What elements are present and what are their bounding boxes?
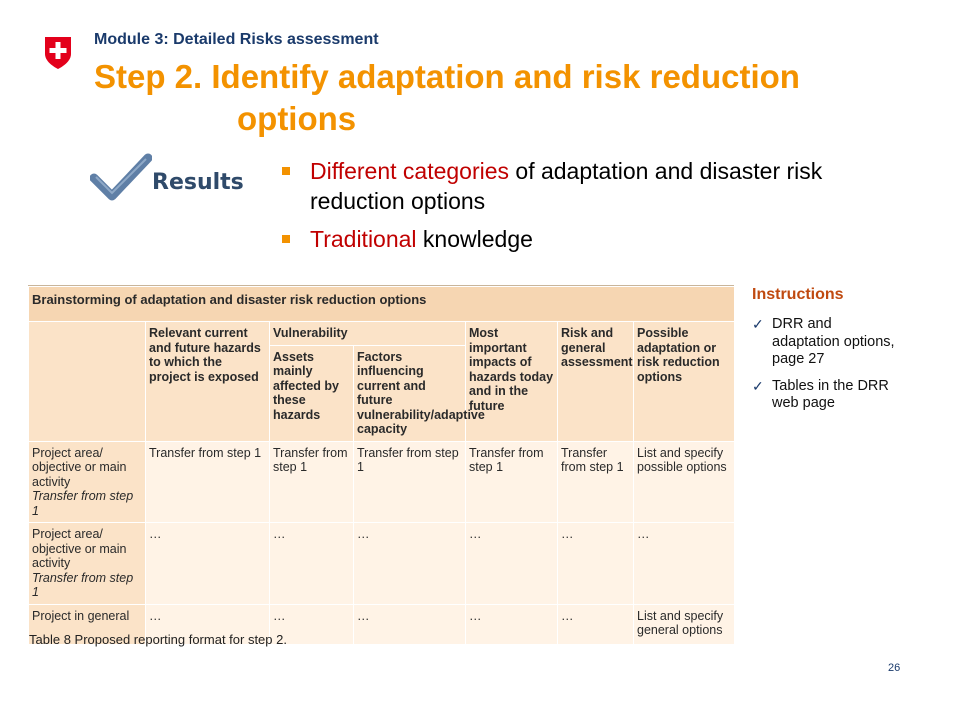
results-label: Results [152,170,244,195]
bullet-square-icon [282,235,290,243]
instructions-item: ✓ Tables in the DRR web page [752,377,889,412]
bullet-list: Different categories of adaptation and d… [282,156,902,262]
table-cell: Project area/ objective or main activity… [28,522,146,605]
table-row: Project area/ objective or main activity… [28,440,736,523]
bullet-text: knowledge [416,226,533,252]
table-cell: Transfer from step 1 [269,440,354,523]
title-line-2: options [237,100,357,137]
checkmark-icon: ✓ [752,316,764,332]
table-header-empty [28,321,146,442]
reporting-table-image: Brainstorming of adaptation and disaster… [27,285,736,645]
bullet-highlight: Different categories [310,158,510,184]
page-title: Step 2. Identify adaptation and risk red… [94,56,914,140]
table-header-impacts: Most important impacts of hazards today … [465,321,558,442]
table-header-hazards: Relevant current and future hazards to w… [145,321,270,442]
table-cell: … [269,522,354,605]
bullet-text: of adaptation and disaster risk reductio… [310,158,823,214]
table-header-assets: Assets mainly affected by these hazards [269,344,354,442]
table-cell: … [353,522,466,605]
table-title: Brainstorming of adaptation and disaster… [27,286,736,322]
title-line-1: Step 2. Identify adaptation and risk red… [94,58,800,95]
bullet-item: Traditional knowledge [282,224,902,254]
table-cell: … [269,603,354,645]
table-row: Project area/ objective or main activity… [28,522,736,605]
bullet-item: Different categories of adaptation and d… [282,156,902,216]
table-header-risk: Risk and general assessment [557,321,634,442]
instructions-panel: Instructions ✓ DRR and adaptation options… [752,286,902,422]
table-cell: … [145,522,270,605]
table-cell: Project area/ objective or main activity… [28,440,146,523]
table-cell: … [353,603,466,645]
bullet-square-icon [282,167,290,175]
table-header-options: Possible adaptation or risk reduction op… [632,321,736,442]
page-number: 26 [888,662,901,674]
module-label: Module 3: Detailed Risks assessment [94,31,379,48]
table-header-factors: Factors influencing current and future v… [353,344,485,442]
checkmark-icon: ✓ [752,377,764,394]
results-badge: Results [90,152,250,208]
checkmark-icon [90,152,152,203]
table-cell: … [465,603,558,645]
table-caption: Table 8 Proposed reporting format for st… [29,632,287,647]
table-cell: … [557,522,634,605]
table-cell: Transfer from step 1 [557,440,634,523]
table-cell: … [465,522,558,605]
table-cell: Transfer from step 1 [465,440,558,523]
table-cell: … [145,603,270,645]
table-cell: List and specify possible options [632,440,736,523]
instructions-list: ✓ DRR and adaptation options, page 27 ✓ Ta… [752,316,902,413]
swiss-shield-logo [45,37,71,69]
table-cell: … [557,603,634,645]
table-row: Project in general … … … … … List and sp… [28,603,736,645]
table-cell: Transfer from step 1 [353,440,466,523]
reporting-table: Brainstorming of adaptation and disaster… [27,286,736,645]
table-cell: Project in general [28,603,146,645]
table-cell: … [632,522,736,605]
bullet-highlight: Traditional [310,226,417,252]
instructions-item: ✓ DRR and adaptation options, page 27 [752,316,895,367]
table-header-vulnerability: Vulnerability [269,321,466,346]
instructions-title: Instructions [752,286,844,303]
table-cell: Transfer from step 1 [145,440,270,523]
table-cell: List and specify general options [632,603,736,645]
